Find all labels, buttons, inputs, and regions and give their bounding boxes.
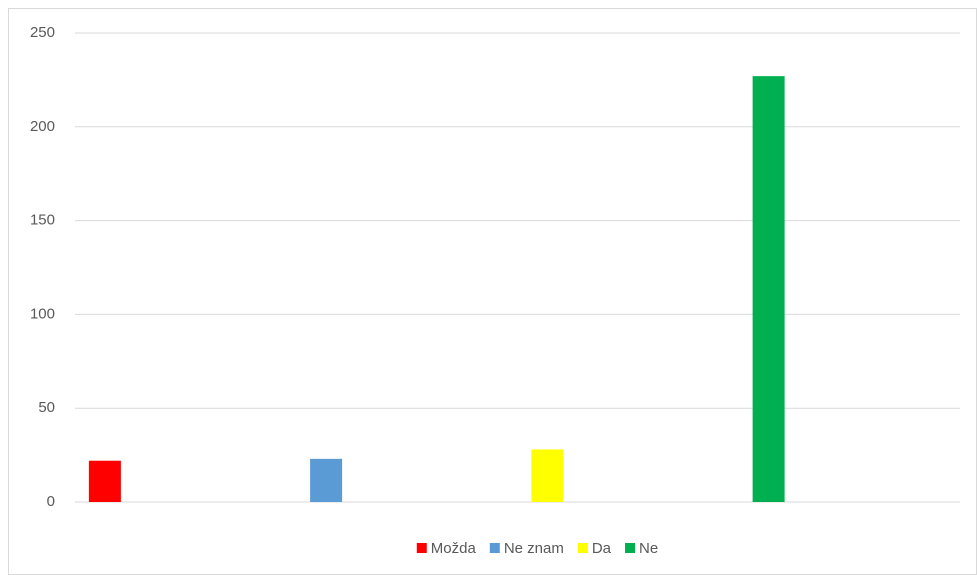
legend-swatch <box>416 543 427 553</box>
legend-label: Da <box>592 540 612 557</box>
bar <box>310 458 343 502</box>
y-tick-label: 250 <box>30 24 55 41</box>
legend-swatch <box>625 543 636 553</box>
y-tick-label: 200 <box>30 118 55 135</box>
y-tick-label: 150 <box>30 212 55 229</box>
legend-swatch <box>577 543 588 553</box>
y-tick-label: 50 <box>38 399 55 416</box>
bar <box>752 76 785 502</box>
legend-swatch <box>489 543 500 553</box>
legend-label: Ne <box>639 540 658 557</box>
y-tick-label: 0 <box>47 493 55 510</box>
bar <box>531 449 564 502</box>
legend-label: Ne znam <box>504 540 564 557</box>
y-tick-label: 100 <box>30 305 55 322</box>
legend-label: Možda <box>431 540 477 557</box>
chart-frame <box>8 8 977 575</box>
bar <box>88 460 121 502</box>
